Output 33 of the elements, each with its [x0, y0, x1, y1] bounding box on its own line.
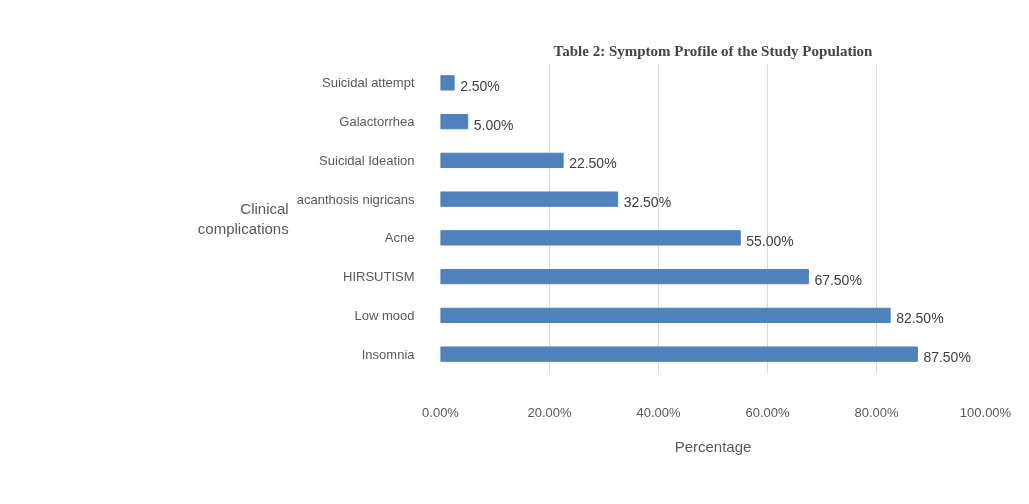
x-axis-title: Percentage [674, 437, 752, 455]
y-tick-label: HIRSUTISM [343, 269, 415, 285]
bar [440, 191, 619, 207]
data-label: 32.50% [623, 194, 672, 211]
y-tick-label: acanthosis nigricans [296, 191, 415, 207]
y-tick-label: Insomnia [361, 346, 416, 362]
data-label: 5.00% [473, 116, 514, 133]
bar [440, 346, 918, 362]
x-tick-label: 80.00% [854, 404, 899, 420]
x-tick-label: 60.00% [745, 404, 790, 420]
y-tick-label: Acne [384, 230, 415, 246]
x-tick-label: 20.00% [527, 404, 572, 420]
x-tick-label: 40.00% [636, 404, 681, 420]
data-label: 55.00% [746, 232, 794, 249]
x-tick-label: 0.00% [422, 404, 460, 420]
bar [440, 113, 469, 130]
bar [440, 152, 564, 169]
bar [440, 230, 741, 246]
data-label: 2.50% [460, 77, 500, 94]
y-tick-label: Suicidal attempt [322, 75, 415, 91]
data-label: 67.50% [814, 271, 862, 288]
y-tick-label: Suicidal Ideation [319, 152, 415, 168]
bar [440, 268, 809, 285]
bar [440, 307, 891, 324]
y-tick-label: Galactorrhea [339, 114, 416, 130]
data-label: 82.50% [896, 310, 944, 327]
chart-title: Table 2: Symptom Profile of the Study Population [553, 42, 874, 59]
y-tick-label: Low mood [354, 307, 415, 323]
data-label: 22.50% [569, 155, 617, 172]
bar [440, 75, 455, 91]
data-label: 87.50% [923, 349, 971, 366]
y-axis-title: Clinical complications [197, 199, 289, 238]
x-tick-label: 100.00% [959, 404, 1012, 420]
